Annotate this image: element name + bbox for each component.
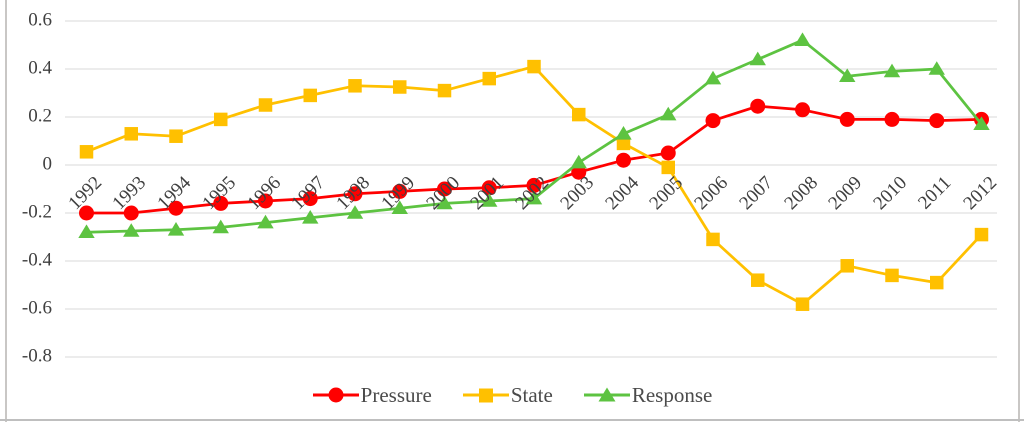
state-data-point — [124, 127, 138, 141]
figure-left-border — [5, 0, 7, 422]
response-data-point — [839, 68, 856, 82]
pressure-data-point — [705, 113, 721, 129]
response-data-point — [481, 193, 498, 207]
pressure-data-point — [437, 181, 452, 197]
pressure-data-point — [616, 152, 631, 168]
response-data-point — [704, 70, 722, 85]
pressure-data-point — [571, 164, 587, 180]
state-data-point — [303, 88, 317, 103]
y-tick-label: -0.2 — [21, 201, 52, 223]
pressure-data-point — [660, 145, 676, 161]
y-tick-label: 0.6 — [28, 9, 52, 31]
state-data-point — [348, 79, 362, 93]
state-data-point — [437, 83, 452, 98]
response-data-point — [525, 190, 543, 205]
series-response — [78, 32, 990, 238]
response-data-point — [123, 223, 140, 237]
figure-right-border — [1018, 0, 1020, 422]
y-tick-label: -0.6 — [21, 297, 52, 319]
response-data-point — [78, 224, 95, 238]
legend-label-state: State — [510, 382, 553, 407]
pressure-data-point — [481, 180, 497, 196]
pressure-data-point — [123, 205, 139, 221]
pressure-data-point — [302, 191, 318, 207]
pressure-data-point — [213, 195, 229, 211]
response-data-point — [973, 116, 990, 130]
state-data-point — [661, 160, 675, 175]
response-data-point — [391, 200, 408, 214]
response-data-point — [570, 154, 587, 169]
response-data-point — [660, 106, 677, 121]
pressure-legend-marker-icon — [312, 387, 359, 403]
response-data-point — [302, 210, 319, 224]
pressure-data-point — [929, 113, 945, 129]
legend-label-response: Response — [631, 382, 713, 407]
response-data-point — [167, 222, 185, 236]
pressure-data-point — [168, 200, 184, 216]
response-data-point — [794, 32, 811, 46]
pressure-data-point — [884, 111, 900, 127]
state-data-point — [795, 297, 810, 311]
state-data-point — [974, 227, 989, 242]
legend-item-pressure: Pressure — [312, 382, 432, 407]
response-data-point — [883, 63, 901, 78]
response-data-point — [436, 195, 453, 210]
state-data-point — [751, 273, 765, 287]
state-data-point — [930, 275, 944, 290]
pressure-data-point — [79, 205, 94, 221]
pressure-data-point — [839, 111, 855, 127]
y-tick-label: -0.8 — [21, 345, 52, 367]
state-data-point — [706, 232, 720, 247]
legend-item-response: Response — [583, 382, 713, 407]
state-data-point — [258, 98, 273, 112]
state-legend-marker-icon — [462, 388, 509, 403]
pressure-data-point — [750, 98, 766, 114]
state-data-point — [840, 259, 854, 273]
legend-label-pressure: Pressure — [360, 382, 432, 407]
state-data-point — [616, 136, 631, 151]
response-data-point — [212, 219, 229, 234]
series-state — [79, 59, 989, 311]
pressure-data-point — [347, 186, 363, 202]
figure-bottom-border — [0, 419, 1024, 421]
response-data-point — [257, 214, 274, 229]
series-pressure — [79, 98, 989, 221]
y-tick-label: 0.2 — [28, 105, 52, 127]
state-data-point — [79, 145, 94, 159]
state-data-point — [527, 59, 541, 74]
state-data-point — [393, 80, 407, 94]
legend-item-state: State — [462, 382, 553, 407]
pressure-data-point — [526, 177, 542, 193]
state-data-point — [885, 268, 899, 283]
state-data-point — [214, 112, 228, 127]
response-data-point — [928, 61, 945, 75]
chart-legend: Pressure State Response — [0, 380, 1024, 410]
pressure-data-point — [392, 183, 408, 199]
pressure-data-point — [795, 102, 810, 118]
response-data-point — [615, 126, 632, 140]
pressure-data-point — [258, 193, 273, 209]
state-data-point — [169, 129, 183, 143]
y-tick-label: 0 — [42, 153, 53, 175]
response-data-point — [346, 205, 364, 219]
y-tick-label: 0.4 — [28, 57, 52, 79]
state-data-point — [482, 71, 496, 86]
response-data-point — [749, 51, 766, 66]
state-data-point — [572, 107, 586, 122]
response-legend-marker-icon — [583, 387, 630, 402]
y-tick-label: -0.4 — [21, 249, 52, 271]
